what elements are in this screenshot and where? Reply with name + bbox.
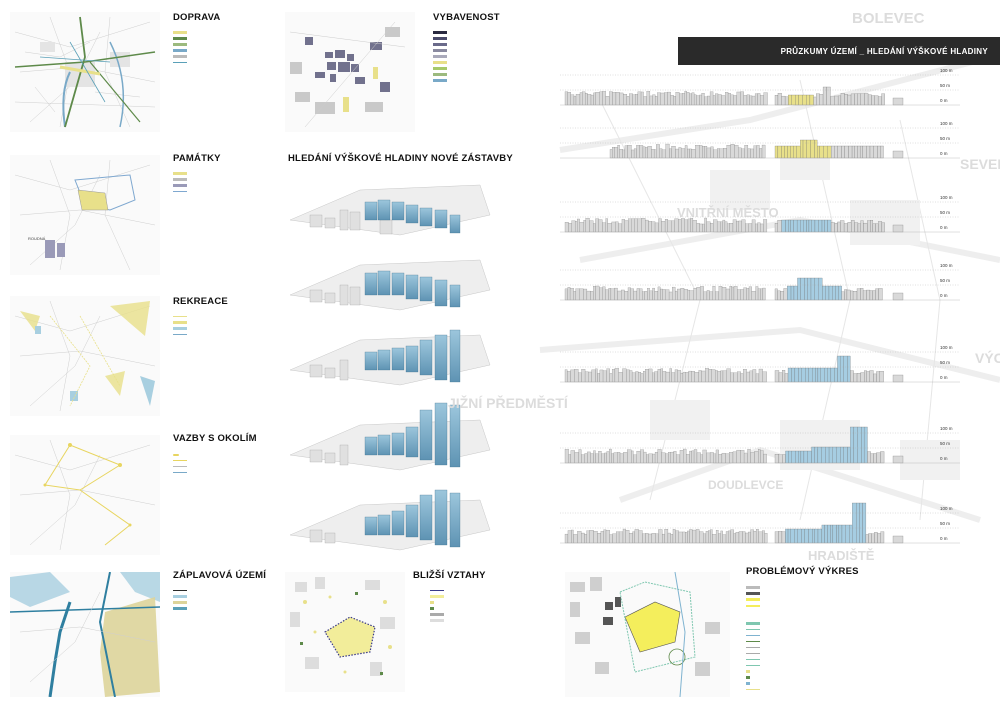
scale-label: 100 m <box>940 345 953 350</box>
zaplavova-title: ZÁPLAVOVÁ ÚZEMÍ <box>173 570 267 581</box>
vazby-map <box>10 435 160 555</box>
doprava-title: DOPRAVA <box>173 12 221 23</box>
height-profile <box>560 502 960 544</box>
bg-label-jizni: JIŽNÍ PŘEDMĚSTÍ <box>448 395 568 411</box>
scale-label: 100 m <box>940 263 953 268</box>
massing-study-4 <box>289 402 491 471</box>
blizsi-map <box>285 572 405 692</box>
scale-label: 100 m <box>940 426 953 431</box>
height-profile <box>560 426 960 464</box>
problemovy-legend <box>746 585 763 693</box>
massing-study-3 <box>289 329 491 386</box>
scale-label: 50 m <box>940 360 951 365</box>
height-profile <box>560 74 960 106</box>
scale-label: 50 m <box>940 441 951 446</box>
zaplavova-legend <box>173 588 190 612</box>
vybavenost-title: VYBAVENOST <box>433 12 500 23</box>
massing-studies <box>289 184 491 551</box>
zaplavova-map <box>10 572 160 697</box>
pamatky-legend <box>173 171 190 195</box>
height-profile <box>560 201 960 233</box>
bg-label-vnitrni: VNITŘNÍ MĚSTO <box>677 205 779 220</box>
problemovy-map <box>565 572 730 697</box>
scale-label: 0 m <box>940 98 948 103</box>
rekreace-title: REKREACE <box>173 296 228 307</box>
massing-study-1 <box>289 184 491 236</box>
rekreace-map <box>10 296 160 416</box>
scale-label: 50 m <box>940 278 951 283</box>
scale-label: 0 m <box>940 456 948 461</box>
scale-label: 0 m <box>940 375 948 380</box>
scale-label: 0 m <box>940 225 948 230</box>
scale-label: 0 m <box>940 293 948 298</box>
doprava-legend <box>173 30 190 66</box>
bg-label-sever: SEVER <box>960 156 1000 172</box>
doprava-map <box>10 12 160 132</box>
svg-text:ROUDNÁ: ROUDNÁ <box>28 236 46 241</box>
height-profile <box>560 351 960 383</box>
scale-label: 100 m <box>940 68 953 73</box>
scale-label: 50 m <box>940 136 951 141</box>
massing-study-5 <box>289 489 491 551</box>
problemovy-title: PROBLÉMOVÝ VÝKRES <box>746 566 859 577</box>
bg-label-hradiste: HRADIŠTĚ <box>808 548 875 563</box>
height-profile <box>560 127 960 159</box>
scale-label: 100 m <box>940 506 953 511</box>
pamatky-title: PAMÁTKY <box>173 153 221 164</box>
vybavenost-legend <box>433 30 450 84</box>
scale-label: 0 m <box>940 151 948 156</box>
rekreace-legend <box>173 314 190 338</box>
scale-label: 50 m <box>940 83 951 88</box>
vybavenost-map <box>285 12 415 132</box>
vazby-legend <box>173 452 190 476</box>
bg-label-vych: VÝC <box>975 350 1000 366</box>
scale-label: 100 m <box>940 195 953 200</box>
massing-study-2 <box>289 259 491 311</box>
blizsi-legend <box>430 588 447 624</box>
scale-label: 100 m <box>940 121 953 126</box>
height-profiles <box>560 74 960 544</box>
bg-label-doudlevce: DOUDLEVCE <box>708 478 784 492</box>
blizsi-title: BLIŽŠÍ VZTAHY <box>413 570 486 581</box>
pamatky-map: ROUDNÁ <box>10 155 160 275</box>
scale-label: 50 m <box>940 521 951 526</box>
hledani-title: HLEDÁNÍ VÝŠKOVÉ HLADINY NOVÉ ZÁSTAVBY <box>288 153 513 164</box>
scale-label: 0 m <box>940 536 948 541</box>
height-profile <box>560 269 960 301</box>
bg-label-bolevec: BOLEVEC <box>852 10 925 27</box>
scale-label: 50 m <box>940 210 951 215</box>
vazby-title: VAZBY S OKOLÍM <box>173 433 257 444</box>
header-banner: PRŮZKUMY ÚZEMÍ _ HLEDÁNÍ VÝŠKOVÉ HLADINY <box>678 37 1000 65</box>
